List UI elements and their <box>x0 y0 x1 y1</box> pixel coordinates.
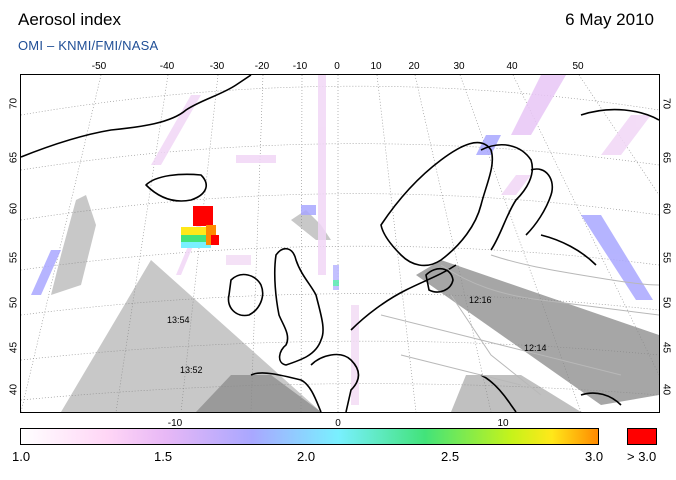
lat-label-right: 70 <box>660 97 672 110</box>
no-data-swath <box>451 375 581 412</box>
no-data-swath <box>51 195 96 295</box>
ash-plume <box>181 206 219 248</box>
lon-label-top: -10 <box>292 61 308 72</box>
lat-label-right: 50 <box>660 296 672 309</box>
lon-label-bottom: 10 <box>497 418 509 429</box>
lat-label-right: 45 <box>660 341 672 354</box>
lon-label-bottom: -10 <box>167 418 183 429</box>
lat-label-left: 60 <box>8 202 20 215</box>
orbit-time-label: 13:54 <box>167 315 190 325</box>
colorbar <box>20 428 599 445</box>
country-borders <box>380 254 659 396</box>
map-title: Aerosol index <box>18 10 122 29</box>
lon-label-top: 50 <box>572 61 584 72</box>
no-data-swath <box>196 375 321 412</box>
colorbar-tick-label: 3.0 <box>585 449 604 464</box>
map-canvas <box>21 75 659 412</box>
orbit-time-label: 12:16 <box>469 295 492 305</box>
lon-label-top: -50 <box>91 61 107 72</box>
lat-label-right: 40 <box>660 383 672 396</box>
lat-label-left: 55 <box>8 251 20 264</box>
graticule <box>21 75 659 412</box>
lon-label-top: -40 <box>159 61 175 72</box>
data-credit: OMI – KNMI/FMI/NASA <box>18 38 159 53</box>
colorbar-overflow-swatch <box>627 428 657 445</box>
lon-label-top: 20 <box>408 61 420 72</box>
orbit-time-label: 13:52 <box>180 365 203 375</box>
lat-label-left: 40 <box>8 383 20 396</box>
colorbar-tick-label: 2.0 <box>297 449 316 464</box>
lat-label-left: 70 <box>8 97 20 110</box>
lon-label-top: 40 <box>506 61 518 72</box>
lon-label-top: 30 <box>453 61 465 72</box>
lat-label-right: 60 <box>660 202 672 215</box>
lat-label-right: 65 <box>660 151 672 164</box>
lon-label-top: 10 <box>370 61 382 72</box>
orbit-time-label: 12:14 <box>524 343 547 353</box>
lat-label-left: 65 <box>8 151 20 164</box>
lat-label-left: 50 <box>8 296 20 309</box>
map-date: 6 May 2010 <box>565 10 654 29</box>
lon-label-top: -30 <box>209 61 225 72</box>
colorbar-overflow-label: > 3.0 <box>627 449 657 464</box>
lon-label-top: 0 <box>334 61 340 72</box>
aerosol-streaks <box>31 75 653 405</box>
lat-label-left: 45 <box>8 341 20 354</box>
coastlines <box>21 75 659 412</box>
lon-label-bottom: 0 <box>335 418 341 429</box>
colorbar-tick-label: 2.5 <box>441 449 460 464</box>
lat-label-right: 55 <box>660 251 672 264</box>
aerosol-map <box>20 74 660 413</box>
colorbar-tick-label: 1.0 <box>12 449 31 464</box>
lon-label-top: -20 <box>254 61 270 72</box>
colorbar-tick-label: 1.5 <box>154 449 173 464</box>
